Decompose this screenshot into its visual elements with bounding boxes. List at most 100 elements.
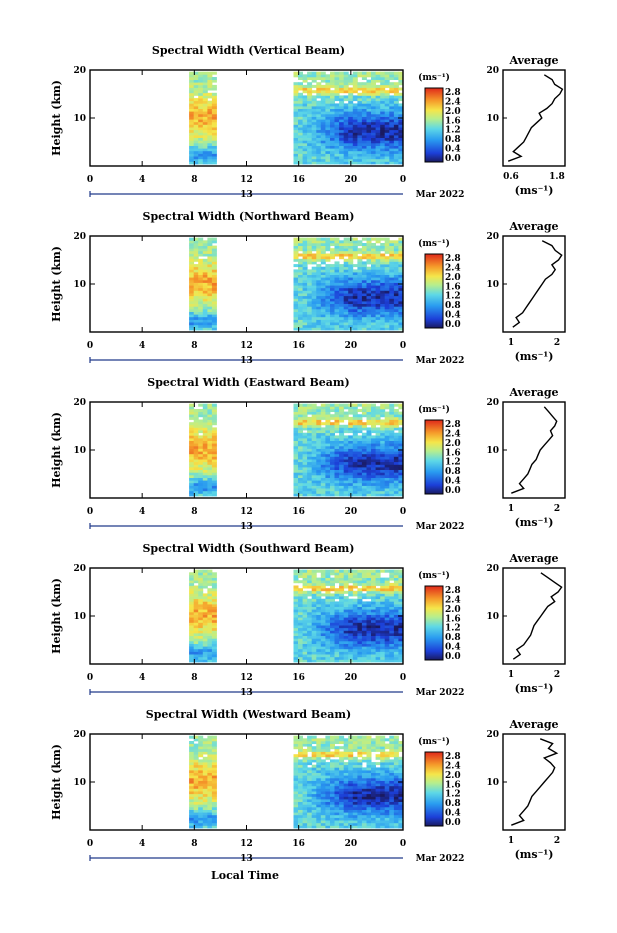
heatmap-cell	[330, 427, 335, 430]
heatmap-cell	[207, 488, 212, 491]
heatmap-cell	[330, 283, 335, 286]
heatmap-cell	[380, 74, 385, 77]
heatmap-cell	[321, 304, 326, 307]
heatmap-cell	[189, 762, 194, 765]
heatmap-cell	[335, 240, 340, 243]
heatmap-cell	[203, 72, 208, 75]
heatmap-cell	[376, 161, 381, 164]
heatmap-cell	[325, 791, 330, 794]
heatmap-cell	[394, 480, 399, 483]
heatmap-cell	[203, 449, 208, 452]
heatmap-cell	[339, 583, 344, 586]
heatmap-cell	[339, 435, 344, 438]
heatmap-cell	[321, 412, 326, 415]
heatmap-cell	[194, 80, 199, 83]
heatmap-cell	[362, 770, 367, 773]
heatmap-cell	[362, 98, 367, 101]
heatmap-cell	[303, 127, 308, 130]
heatmap-cell	[307, 799, 312, 802]
heatmap-cell	[312, 775, 317, 778]
heatmap-cell	[198, 823, 203, 826]
heatmap-cell	[298, 98, 303, 101]
heatmap-cell	[367, 438, 372, 441]
heatmap-cell	[312, 796, 317, 799]
heatmap-cell	[353, 575, 358, 578]
heatmap-cell	[312, 427, 317, 430]
heatmap-cell	[189, 791, 194, 794]
heatmap-cell	[312, 601, 317, 604]
heatmap-cell	[367, 620, 372, 623]
heatmap-cell	[357, 298, 362, 301]
heatmap-cell	[194, 151, 199, 154]
heatmap-cell	[353, 90, 358, 93]
heatmap-cell	[344, 156, 349, 159]
heatmap-cell	[380, 623, 385, 626]
heatmap-cell	[339, 449, 344, 452]
heatmap-cell	[312, 633, 317, 636]
heatmap-cell	[303, 744, 308, 747]
heatmap-cell	[298, 820, 303, 823]
heatmap-cell	[212, 422, 217, 425]
heatmap-cell	[357, 154, 362, 157]
heatmap-cell	[198, 749, 203, 752]
heatmap-cell	[303, 596, 308, 599]
heatmap-cell	[389, 593, 394, 596]
heatmap-cell	[212, 77, 217, 80]
heatmap-cell	[325, 588, 330, 591]
heatmap-cell	[316, 430, 321, 433]
heatmap-cell	[376, 291, 381, 294]
heatmap-cell	[189, 275, 194, 278]
heatmap-cell	[335, 486, 340, 489]
heatmap-cell	[385, 617, 390, 620]
heatmap-cell	[203, 781, 208, 784]
heatmap-cell	[344, 741, 349, 744]
heatmap-cell	[339, 804, 344, 807]
heatmap-cell	[325, 641, 330, 644]
heatmap-cell	[189, 80, 194, 83]
heatmap-cell	[344, 799, 349, 802]
heatmap-cell	[312, 789, 317, 792]
heatmap-cell	[367, 283, 372, 286]
heatmap-cell	[189, 449, 194, 452]
heatmap-cell	[394, 159, 399, 162]
heatmap-cell	[367, 248, 372, 251]
heatmap-cell	[303, 823, 308, 826]
heatmap-cell	[353, 759, 358, 762]
heatmap-cell	[203, 652, 208, 655]
heatmap-cell	[371, 491, 376, 494]
heatmap-cell	[335, 762, 340, 765]
heatmap-cell	[298, 272, 303, 275]
heatmap-cell	[298, 314, 303, 317]
heatmap-cell	[203, 773, 208, 776]
heatmap-cell	[321, 459, 326, 462]
heatmap-cell	[394, 277, 399, 280]
heatmap-cell	[389, 127, 394, 130]
heatmap-cell	[189, 256, 194, 259]
x-tick-label: 20	[345, 341, 358, 351]
heatmap-cell	[325, 807, 330, 810]
heatmap-cell	[307, 122, 312, 125]
heatmap-cell	[203, 644, 208, 647]
heatmap-cell	[294, 612, 299, 615]
heatmap-cell	[376, 159, 381, 162]
heatmap-cell	[353, 789, 358, 792]
heatmap-cell	[353, 272, 358, 275]
heatmap-cell	[325, 122, 330, 125]
heatmap-cell	[357, 422, 362, 425]
heatmap-cell	[376, 462, 381, 465]
heatmap-cell	[198, 454, 203, 457]
heatmap-cell	[362, 575, 367, 578]
heatmap-cell	[316, 314, 321, 317]
heatmap-cell	[357, 449, 362, 452]
heatmap-cell	[380, 443, 385, 446]
heatmap-cell	[212, 472, 217, 475]
heatmap-cell	[362, 796, 367, 799]
heatmap-cell	[330, 156, 335, 159]
heatmap-cell	[325, 451, 330, 454]
heatmap-cell	[307, 599, 312, 602]
heatmap-cell	[362, 443, 367, 446]
heatmap-cell	[357, 765, 362, 768]
heatmap-cell	[189, 749, 194, 752]
heatmap-cell	[389, 638, 394, 641]
heatmap-cell	[307, 119, 312, 122]
